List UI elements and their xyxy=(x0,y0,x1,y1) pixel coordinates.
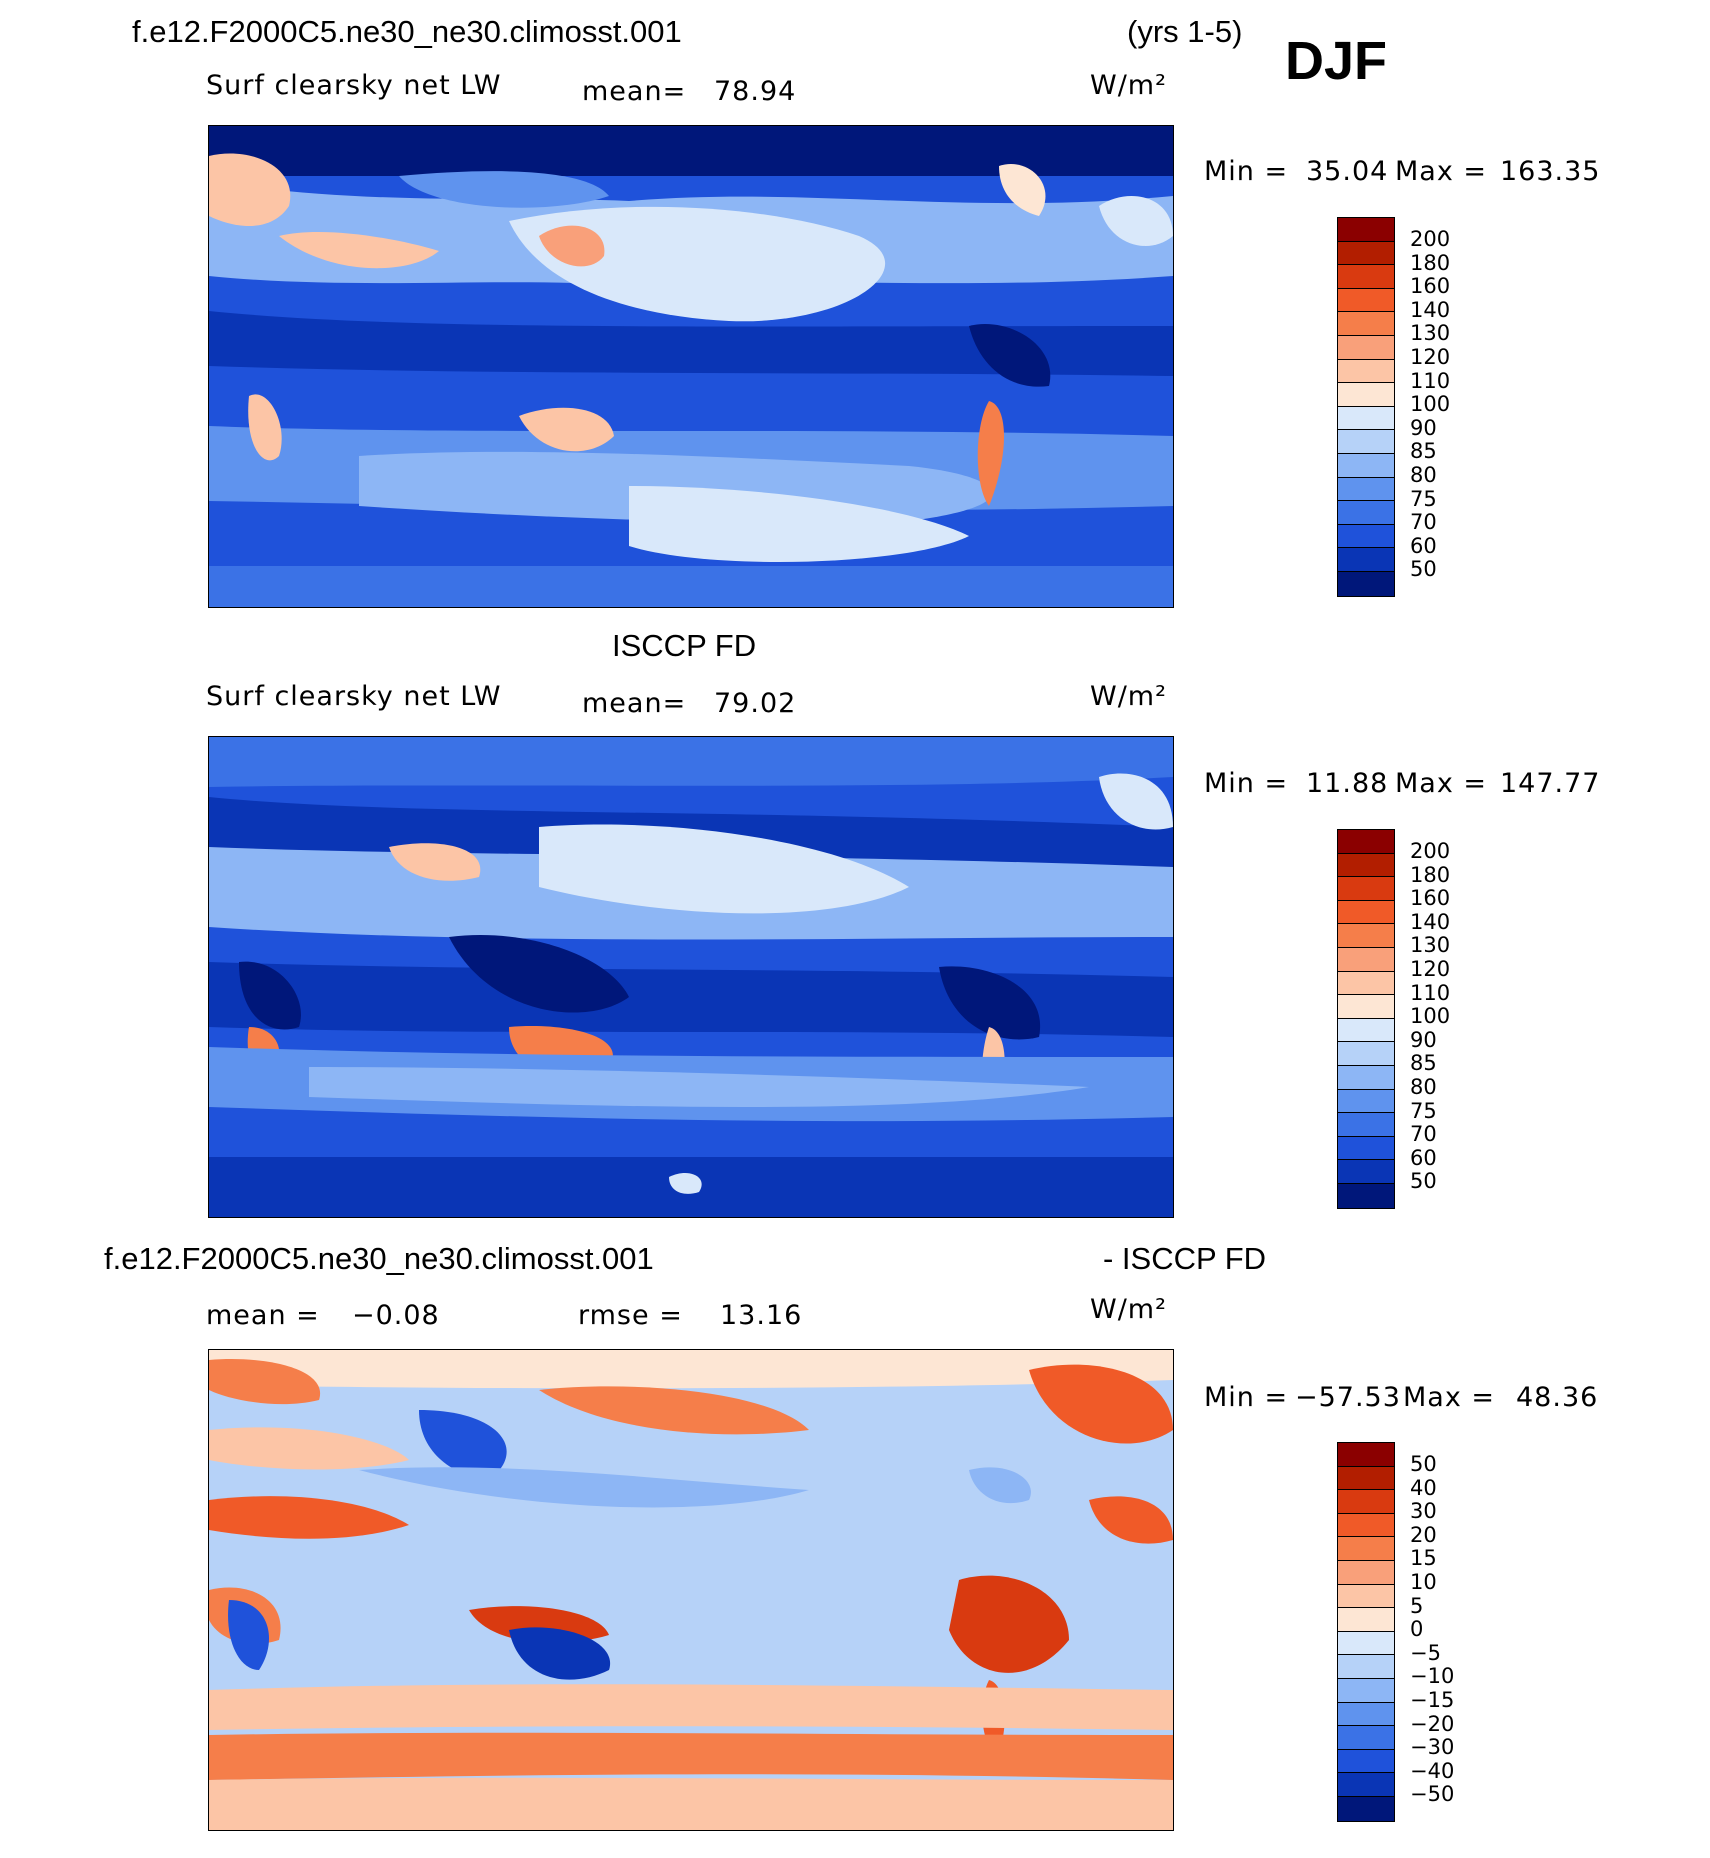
colorbar-label: 130 xyxy=(1410,933,1451,958)
panel2-map xyxy=(208,736,1174,1218)
panel3-units: W/m² xyxy=(1090,1294,1167,1325)
panel2-max-value: 147.77 xyxy=(1500,768,1601,799)
panel2-colorbar xyxy=(1337,829,1395,1209)
colorbar-label: 200 xyxy=(1410,227,1451,251)
colorbar-label: −30 xyxy=(1410,1735,1455,1760)
panel3-colorbar xyxy=(1337,1442,1395,1822)
panel3-colorbar-labels: 50 40 30 20 15 10 5 0 −5 −10 −15 −20 −30… xyxy=(1410,1452,1455,1807)
panel2-colorbar-labels: 200 180 160 140 130 120 110 100 90 85 80… xyxy=(1410,839,1451,1194)
panel3-min-label: Min = xyxy=(1204,1382,1289,1413)
colorbar-label: 15 xyxy=(1410,1546,1437,1571)
colorbar-label: 80 xyxy=(1410,1074,1437,1099)
colorbar-label: −40 xyxy=(1410,1758,1455,1783)
colorbar-label: 140 xyxy=(1410,909,1451,934)
colorbar-label: 90 xyxy=(1410,1027,1437,1052)
panel2-title: ISCCP FD xyxy=(612,628,757,663)
colorbar-label: 160 xyxy=(1410,274,1451,299)
colorbar-label: 180 xyxy=(1410,250,1451,275)
colorbar-label: 75 xyxy=(1410,486,1437,511)
colorbar-label: 110 xyxy=(1410,980,1451,1005)
colorbar-label: 0 xyxy=(1410,1617,1424,1642)
panel1-mean-label: mean= xyxy=(582,76,687,107)
colorbar-label: −10 xyxy=(1410,1664,1455,1689)
panel1-min-value: 35.04 xyxy=(1306,156,1389,187)
panel3-max-value: 48.36 xyxy=(1516,1382,1599,1413)
panel3-title-right: - ISCCP FD xyxy=(1103,1241,1267,1276)
colorbar-label: 60 xyxy=(1410,1145,1437,1170)
colorbar-label: 120 xyxy=(1410,344,1451,369)
panel3-mean-label: mean = xyxy=(206,1300,320,1331)
colorbar-label: 20 xyxy=(1410,1522,1437,1547)
colorbar-label: 160 xyxy=(1410,886,1451,911)
panel1-min-label: Min = xyxy=(1204,156,1289,187)
panel2-mean-label: mean= xyxy=(582,688,687,719)
panel1-colorbar-labels: 200 180 160 140 130 120 110 100 90 85 80… xyxy=(1410,227,1451,582)
case-title: f.e12.F2000C5.ne30_ne30.climosst.001 xyxy=(132,14,682,49)
panel1-map xyxy=(208,125,1174,608)
colorbar-label: 50 xyxy=(1410,1452,1437,1476)
colorbar-label: 85 xyxy=(1410,439,1437,464)
panel2-variable: Surf clearsky net LW xyxy=(206,681,502,712)
panel1-units: W/m² xyxy=(1090,70,1167,101)
colorbar-label: 40 xyxy=(1410,1475,1437,1500)
colorbar-label: 90 xyxy=(1410,415,1437,440)
colorbar-label: 85 xyxy=(1410,1051,1437,1076)
colorbar-label: −20 xyxy=(1410,1711,1455,1736)
panel3-mean-value: −0.08 xyxy=(352,1300,440,1331)
colorbar-label: 200 xyxy=(1410,839,1451,863)
panel2-min-value: 11.88 xyxy=(1306,768,1389,799)
panel3-max-label: Max = xyxy=(1403,1382,1496,1413)
colorbar-label: 10 xyxy=(1410,1569,1437,1594)
years-label: (yrs 1-5) xyxy=(1127,14,1243,49)
colorbar-label: 120 xyxy=(1410,956,1451,981)
panel2-units: W/m² xyxy=(1090,681,1167,712)
colorbar-label: 180 xyxy=(1410,862,1451,887)
colorbar-label: 70 xyxy=(1410,510,1437,535)
panel1-mean-value: 78.94 xyxy=(714,76,797,107)
colorbar-label: 130 xyxy=(1410,321,1451,346)
colorbar-label: 80 xyxy=(1410,462,1437,487)
panel3-title-left: f.e12.F2000C5.ne30_ne30.climosst.001 xyxy=(104,1241,654,1276)
colorbar-label: 100 xyxy=(1410,1004,1451,1029)
colorbar-label: 30 xyxy=(1410,1499,1437,1524)
panel2-max-label: Max = xyxy=(1395,768,1488,799)
colorbar-label: 110 xyxy=(1410,368,1451,393)
panel3-map xyxy=(208,1349,1174,1831)
panel2-min-label: Min = xyxy=(1204,768,1289,799)
colorbar-label: −5 xyxy=(1410,1640,1441,1665)
colorbar-label: 75 xyxy=(1410,1098,1437,1123)
colorbar-label: 5 xyxy=(1410,1593,1424,1618)
panel1-max-value: 163.35 xyxy=(1500,156,1601,187)
panel1-colorbar xyxy=(1337,217,1395,597)
season-label: DJF xyxy=(1285,31,1388,91)
panel3-rmse-label: rmse = xyxy=(578,1300,683,1331)
panel2-mean-value: 79.02 xyxy=(714,688,797,719)
colorbar-label: −15 xyxy=(1410,1687,1455,1712)
colorbar-label: 140 xyxy=(1410,297,1451,322)
colorbar-label: 100 xyxy=(1410,392,1451,417)
colorbar-label: −50 xyxy=(1410,1782,1455,1807)
colorbar-label: 60 xyxy=(1410,533,1437,558)
colorbar-label: 50 xyxy=(1410,557,1437,582)
colorbar-label: 70 xyxy=(1410,1122,1437,1147)
colorbar-label: 50 xyxy=(1410,1169,1437,1194)
panel1-variable: Surf clearsky net LW xyxy=(206,70,502,101)
panel3-rmse-value: 13.16 xyxy=(720,1300,803,1331)
panel3-min-value: −57.53 xyxy=(1295,1382,1401,1413)
panel1-max-label: Max = xyxy=(1395,156,1488,187)
